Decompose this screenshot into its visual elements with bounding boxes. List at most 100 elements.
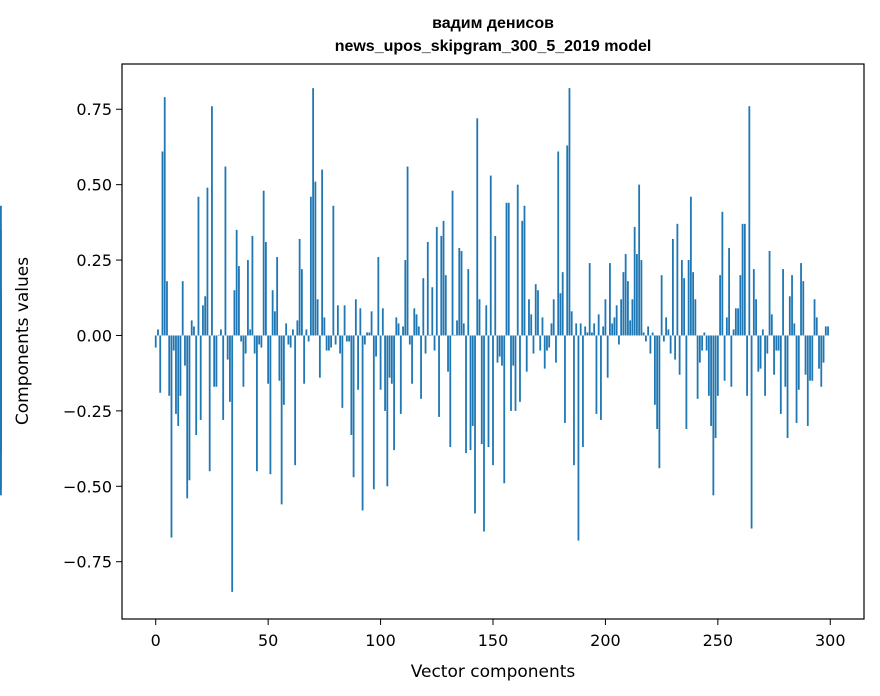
bar: [269, 335, 272, 475]
bar: [629, 320, 632, 336]
bar: [233, 290, 236, 336]
bar: [460, 251, 463, 336]
bar: [593, 323, 596, 336]
bar: [208, 335, 211, 472]
bar: [820, 335, 823, 387]
bar: [0, 335, 2, 402]
bar: [487, 335, 490, 448]
bar: [582, 335, 584, 448]
bar: [674, 335, 677, 360]
bar: [168, 335, 171, 396]
bar: [354, 299, 357, 336]
bar: [591, 332, 593, 336]
x-tick-label: 250: [703, 631, 734, 650]
bar: [602, 326, 605, 336]
bar: [294, 335, 297, 466]
bar: [226, 335, 229, 360]
bar: [249, 329, 252, 336]
bar: [280, 335, 283, 505]
bar: [413, 308, 416, 336]
bar: [276, 257, 279, 336]
bar: [568, 88, 571, 336]
bar: [770, 314, 773, 336]
bar: [361, 335, 364, 511]
bar: [703, 332, 706, 336]
bar: [802, 281, 805, 336]
bars-group: [0, 88, 829, 592]
bar: [548, 335, 551, 348]
bar: [170, 335, 173, 538]
bar: [485, 305, 488, 336]
bar: [489, 175, 492, 336]
bar: [721, 211, 724, 336]
bar: [296, 320, 299, 336]
bar: [309, 196, 312, 336]
bar: [712, 335, 715, 496]
bar: [154, 335, 157, 348]
bar: [420, 335, 422, 399]
bar: [773, 335, 775, 375]
bar: [730, 335, 733, 387]
bar: [550, 323, 553, 336]
bar: [350, 335, 353, 436]
bar: [402, 326, 404, 336]
bar: [604, 299, 607, 336]
bar: [501, 335, 503, 366]
bar: [620, 299, 623, 336]
bar: [366, 332, 368, 336]
bar: [559, 293, 562, 336]
bar: [184, 335, 186, 366]
bar: [258, 335, 261, 345]
bar: [159, 335, 162, 393]
bar: [786, 335, 789, 439]
bar: [381, 308, 384, 336]
bar: [213, 335, 216, 387]
bar: [723, 335, 726, 381]
bar: [638, 184, 641, 336]
bar: [680, 260, 683, 336]
bar: [303, 335, 306, 384]
bar: [645, 335, 647, 342]
bar: [359, 308, 362, 336]
bar: [186, 335, 189, 499]
bar: [766, 335, 769, 354]
bar: [689, 196, 692, 336]
bar: [613, 317, 616, 336]
bar: [600, 335, 602, 420]
bar: [728, 247, 730, 336]
bar: [813, 299, 816, 336]
bar: [330, 335, 333, 348]
y-tick-label: 0.50: [76, 176, 112, 195]
bar: [595, 335, 598, 414]
bar: [739, 275, 742, 336]
bar: [543, 335, 546, 369]
bar: [750, 335, 753, 529]
bar: [555, 335, 557, 363]
bar: [824, 326, 827, 336]
bar: [784, 335, 787, 387]
bar: [503, 335, 506, 484]
bar: [372, 335, 375, 490]
bar: [822, 335, 825, 363]
bar: [793, 323, 796, 336]
bar: [179, 335, 182, 396]
bar: [775, 335, 778, 351]
bar: [253, 335, 256, 354]
bar: [752, 269, 755, 336]
bar: [818, 335, 820, 369]
bar: [289, 335, 292, 348]
bar: [710, 335, 712, 426]
bar: [244, 335, 247, 354]
bar: [220, 329, 222, 336]
bar: [424, 335, 427, 354]
bar: [377, 257, 380, 336]
chart-title: вадим денисов: [432, 15, 554, 32]
bar: [573, 335, 575, 466]
bar: [444, 275, 447, 336]
bar: [671, 238, 674, 336]
y-axis-label: Components values: [13, 257, 33, 425]
bar: [451, 190, 454, 336]
bar: [636, 254, 638, 336]
bar: [734, 308, 737, 336]
bar: [327, 335, 330, 351]
